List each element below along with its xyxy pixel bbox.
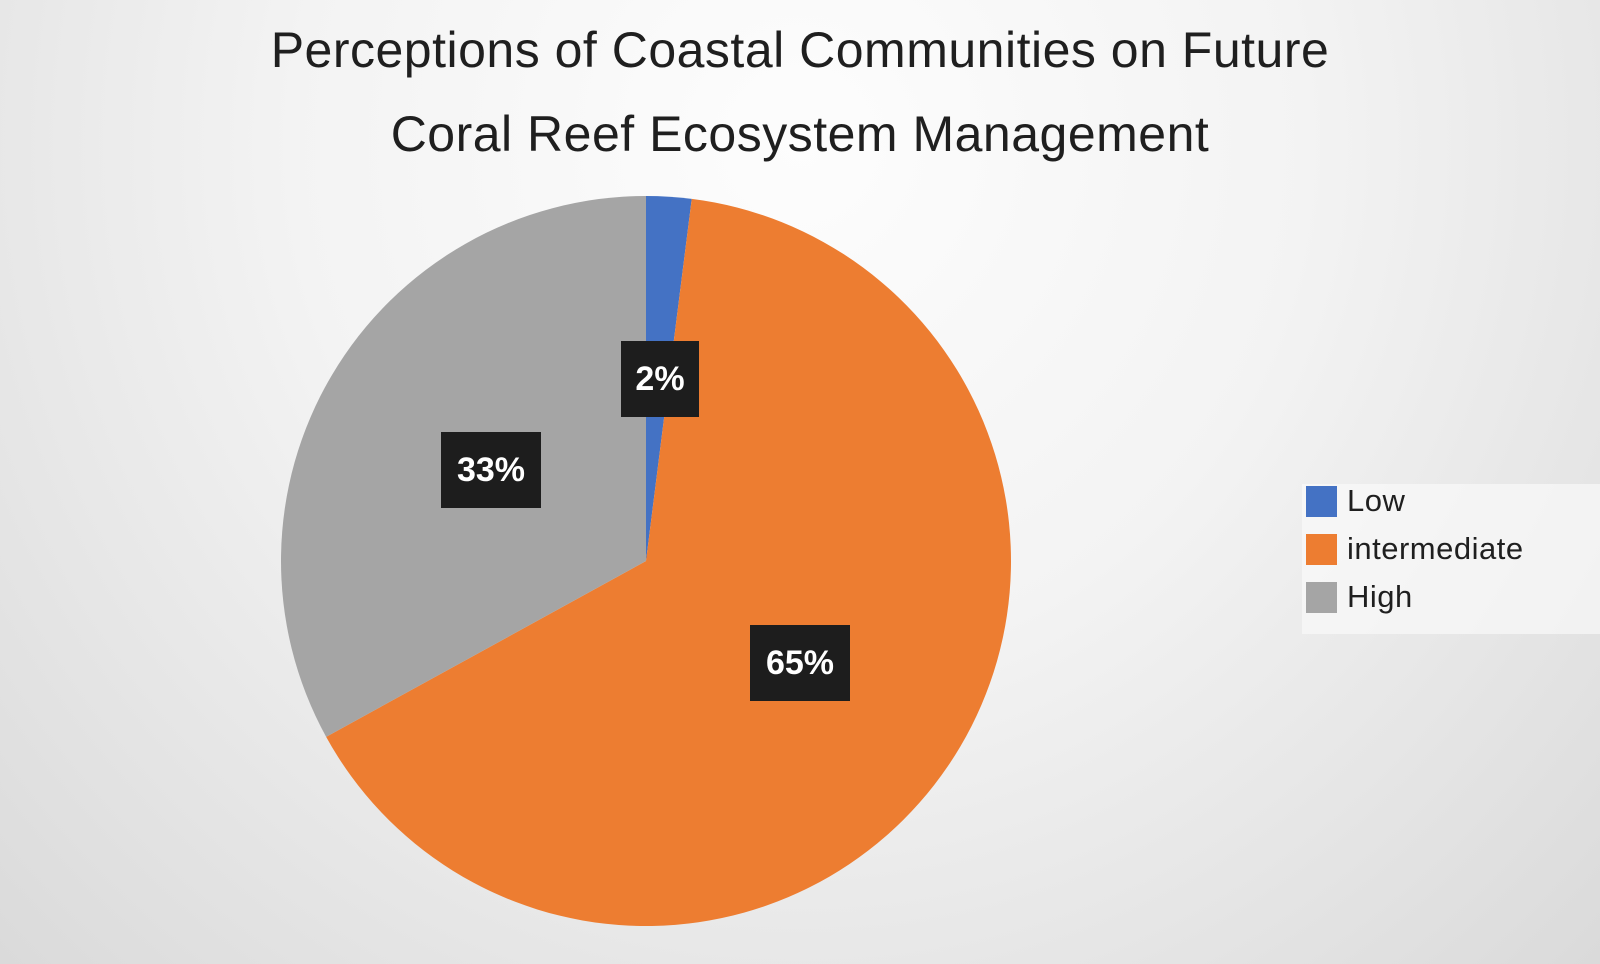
legend-swatch-high: [1306, 581, 1337, 613]
data-label-text: 33%: [457, 451, 525, 489]
data-label-box: [441, 432, 541, 508]
legend-label-intermediate: intermediate: [1347, 531, 1524, 566]
legend: Low intermediate High: [1302, 483, 1600, 634]
data-label-high: 33%: [441, 432, 541, 508]
legend-swatch-low: [1306, 485, 1337, 517]
data-label-text: 2%: [635, 360, 684, 398]
chart-title: Perceptions of Coastal Communities on Fu…: [0, 8, 1600, 176]
chart-title-line-1: Perceptions of Coastal Communities on Fu…: [270, 22, 1330, 78]
data-label-box: [750, 625, 850, 701]
pie-slice-intermediate: [326, 198, 1012, 926]
data-label-low: 2%: [621, 341, 699, 417]
data-label-box: [621, 341, 699, 417]
legend-swatch-intermediate: [1306, 533, 1337, 565]
chart-title-line-2: Coral Reef Ecosystem Management: [390, 106, 1210, 162]
data-label-intermediate: 65%: [750, 625, 850, 701]
legend-item-intermediate: intermediate: [1306, 531, 1524, 566]
legend-label-high: High: [1347, 579, 1413, 614]
legend-item-high: High: [1306, 579, 1413, 614]
legend-label-low: Low: [1347, 483, 1406, 518]
legend-item-low: Low: [1306, 483, 1406, 518]
data-label-text: 65%: [766, 644, 834, 682]
